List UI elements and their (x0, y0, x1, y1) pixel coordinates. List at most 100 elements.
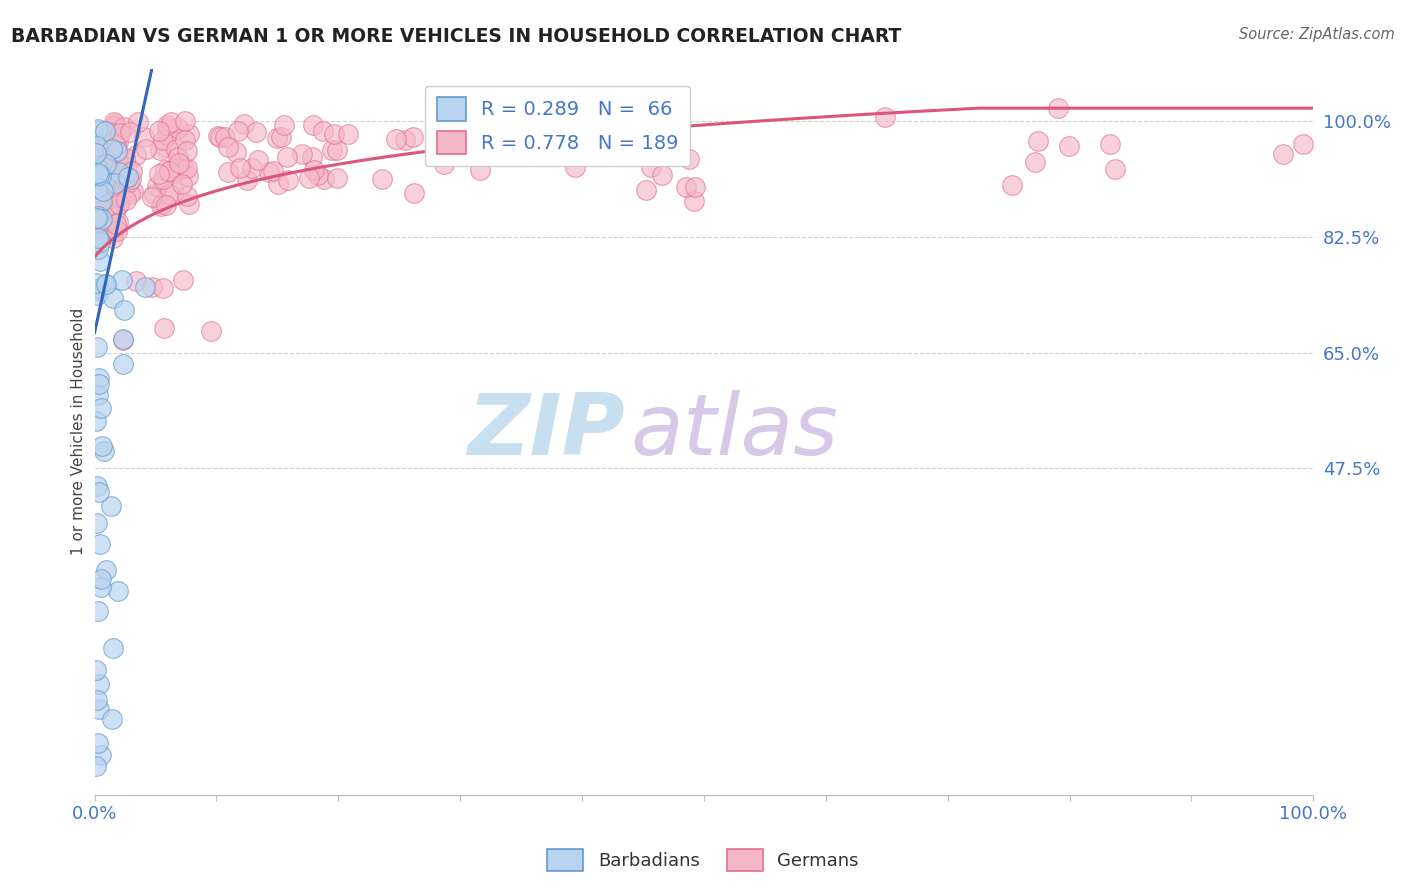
Point (89, 253, 111, 268)
Point (325, 170, 347, 185)
Point (103, 120, 125, 134)
Point (276, 150, 298, 164)
Point (96, 157, 118, 171)
Point (96, 227, 118, 242)
Point (100, 161, 122, 175)
Point (1271, 146, 1294, 161)
Point (150, 199, 173, 213)
Point (105, 129, 128, 144)
Point (86, 340, 108, 354)
Point (97, 170, 120, 185)
Point (156, 128, 179, 143)
Point (337, 127, 360, 141)
Point (90, 401, 112, 415)
Point (97, 191, 120, 205)
Point (675, 179, 697, 194)
Point (298, 171, 321, 186)
Point (90, 137, 112, 152)
Point (94, 151, 117, 165)
Point (401, 130, 423, 145)
Point (174, 133, 197, 147)
Point (301, 118, 323, 132)
Point (97, 177, 120, 191)
Point (166, 150, 188, 164)
Point (266, 131, 288, 145)
Point (86, 123, 108, 137)
Point (86, 288, 108, 302)
Point (208, 129, 231, 144)
Point (112, 120, 135, 135)
Point (134, 280, 156, 294)
Point (86, 180, 108, 194)
Point (157, 120, 180, 135)
Point (94, 160, 117, 174)
Point (101, 712, 124, 726)
Point (89, 702, 111, 716)
Point (87, 376, 110, 391)
Point (125, 274, 148, 288)
Point (683, 180, 706, 194)
Point (89, 194, 111, 208)
Point (682, 194, 704, 208)
Point (90, 191, 112, 205)
Point (107, 197, 129, 211)
Point (108, 165, 131, 179)
Point (217, 139, 239, 153)
Point (170, 177, 193, 191)
Point (226, 124, 249, 138)
Point (1059, 138, 1081, 153)
Point (150, 197, 173, 211)
Point (321, 143, 343, 157)
Point (105, 224, 128, 238)
Point (157, 187, 180, 202)
Point (91, 439, 114, 453)
Point (152, 171, 174, 186)
Point (89, 151, 111, 165)
Point (104, 218, 127, 232)
Point (118, 175, 141, 189)
Point (111, 334, 134, 348)
Point (165, 142, 187, 156)
Point (107, 166, 129, 180)
Point (121, 164, 143, 178)
Point (470, 163, 492, 178)
Point (90, 211, 112, 226)
Point (273, 118, 295, 132)
Point (87, 215, 110, 229)
Point (104, 136, 127, 150)
Point (163, 162, 186, 177)
Point (86, 759, 108, 773)
Point (89, 537, 111, 551)
Point (156, 121, 179, 136)
Point (156, 119, 179, 133)
Point (94, 277, 117, 291)
Point (94, 135, 117, 149)
Point (114, 152, 136, 166)
Point (104, 176, 127, 190)
Point (108, 190, 131, 204)
Point (94, 277, 117, 291)
Point (93, 172, 115, 186)
Point (84, 414, 107, 428)
Point (155, 140, 177, 154)
Y-axis label: 1 or more Vehicles in Household: 1 or more Vehicles in Household (72, 308, 86, 556)
Point (86, 516, 108, 530)
Point (678, 153, 700, 167)
Point (1026, 134, 1049, 148)
Point (94, 124, 117, 138)
Point (97, 209, 120, 223)
Point (86, 138, 108, 153)
Point (96, 563, 118, 577)
Point (111, 273, 134, 287)
Point (564, 160, 586, 174)
Point (148, 167, 170, 181)
Point (325, 143, 347, 157)
Point (167, 155, 190, 169)
Point (640, 160, 662, 174)
Point (86, 211, 108, 226)
Point (87, 209, 110, 223)
Point (107, 583, 129, 598)
Point (101, 641, 124, 656)
Point (148, 124, 170, 138)
Point (236, 173, 259, 187)
